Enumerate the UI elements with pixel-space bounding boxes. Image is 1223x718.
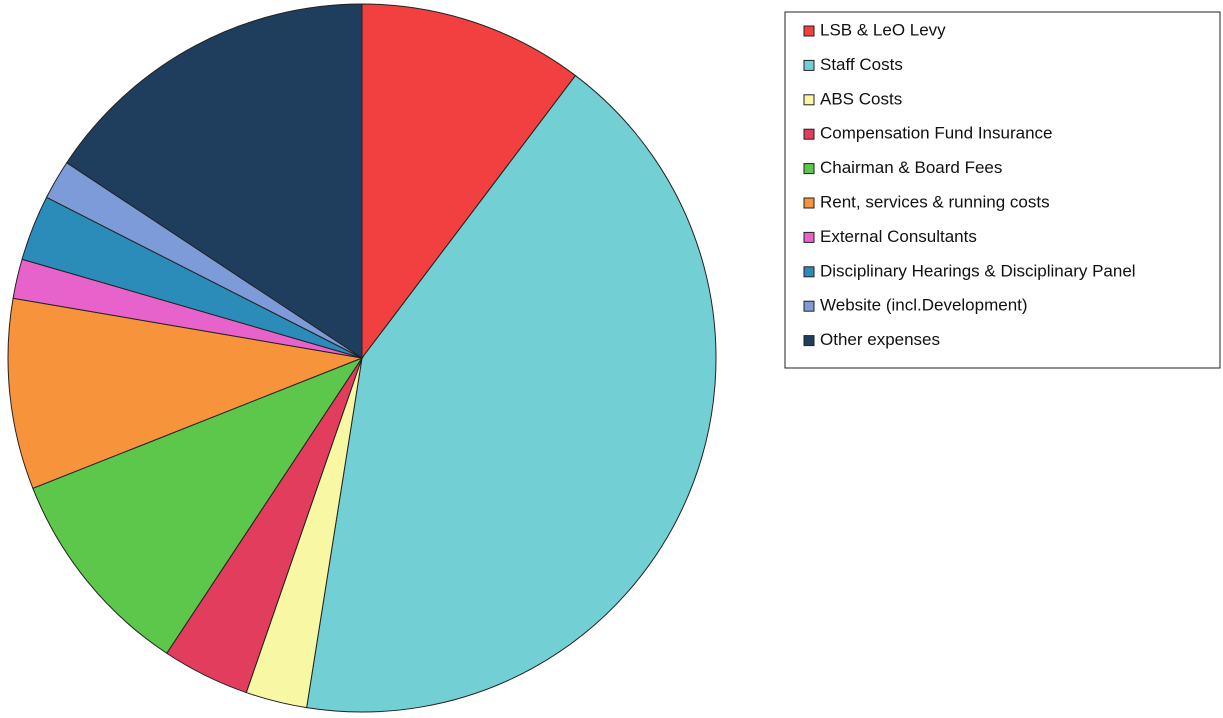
legend-swatch (803, 163, 815, 175)
legend-swatch (803, 94, 815, 106)
legend-label: External Consultants (820, 227, 977, 246)
legend-label: Staff Costs (820, 55, 903, 74)
legend-label: Disciplinary Hearings & Disciplinary Pan… (820, 261, 1136, 280)
legend-label: Chairman & Board Fees (820, 158, 1002, 177)
legend-label: Other expenses (820, 330, 940, 349)
legend-swatch (803, 300, 815, 312)
legend-swatch (803, 197, 815, 209)
legend-swatch (803, 25, 815, 37)
legend-label: LSB & LeO Levy (820, 20, 946, 39)
legend-swatch (803, 231, 815, 243)
legend-label: Rent, services & running costs (820, 192, 1050, 211)
pie-slice (361, 3, 577, 360)
pie-slice (66, 3, 363, 359)
legend-swatch (803, 59, 815, 71)
pie-slice (7, 297, 364, 489)
legend-label: ABS Costs (820, 89, 902, 108)
legend-label: Compensation Fund Insurance (820, 124, 1052, 143)
legend-label: Website (incl.Development) (820, 296, 1028, 315)
pie-slice (32, 356, 364, 654)
legend-swatch (803, 128, 815, 140)
legend-swatch (803, 335, 815, 347)
pie-slice (306, 74, 717, 713)
legend-box (784, 11, 1221, 369)
legend-swatch (803, 266, 815, 278)
